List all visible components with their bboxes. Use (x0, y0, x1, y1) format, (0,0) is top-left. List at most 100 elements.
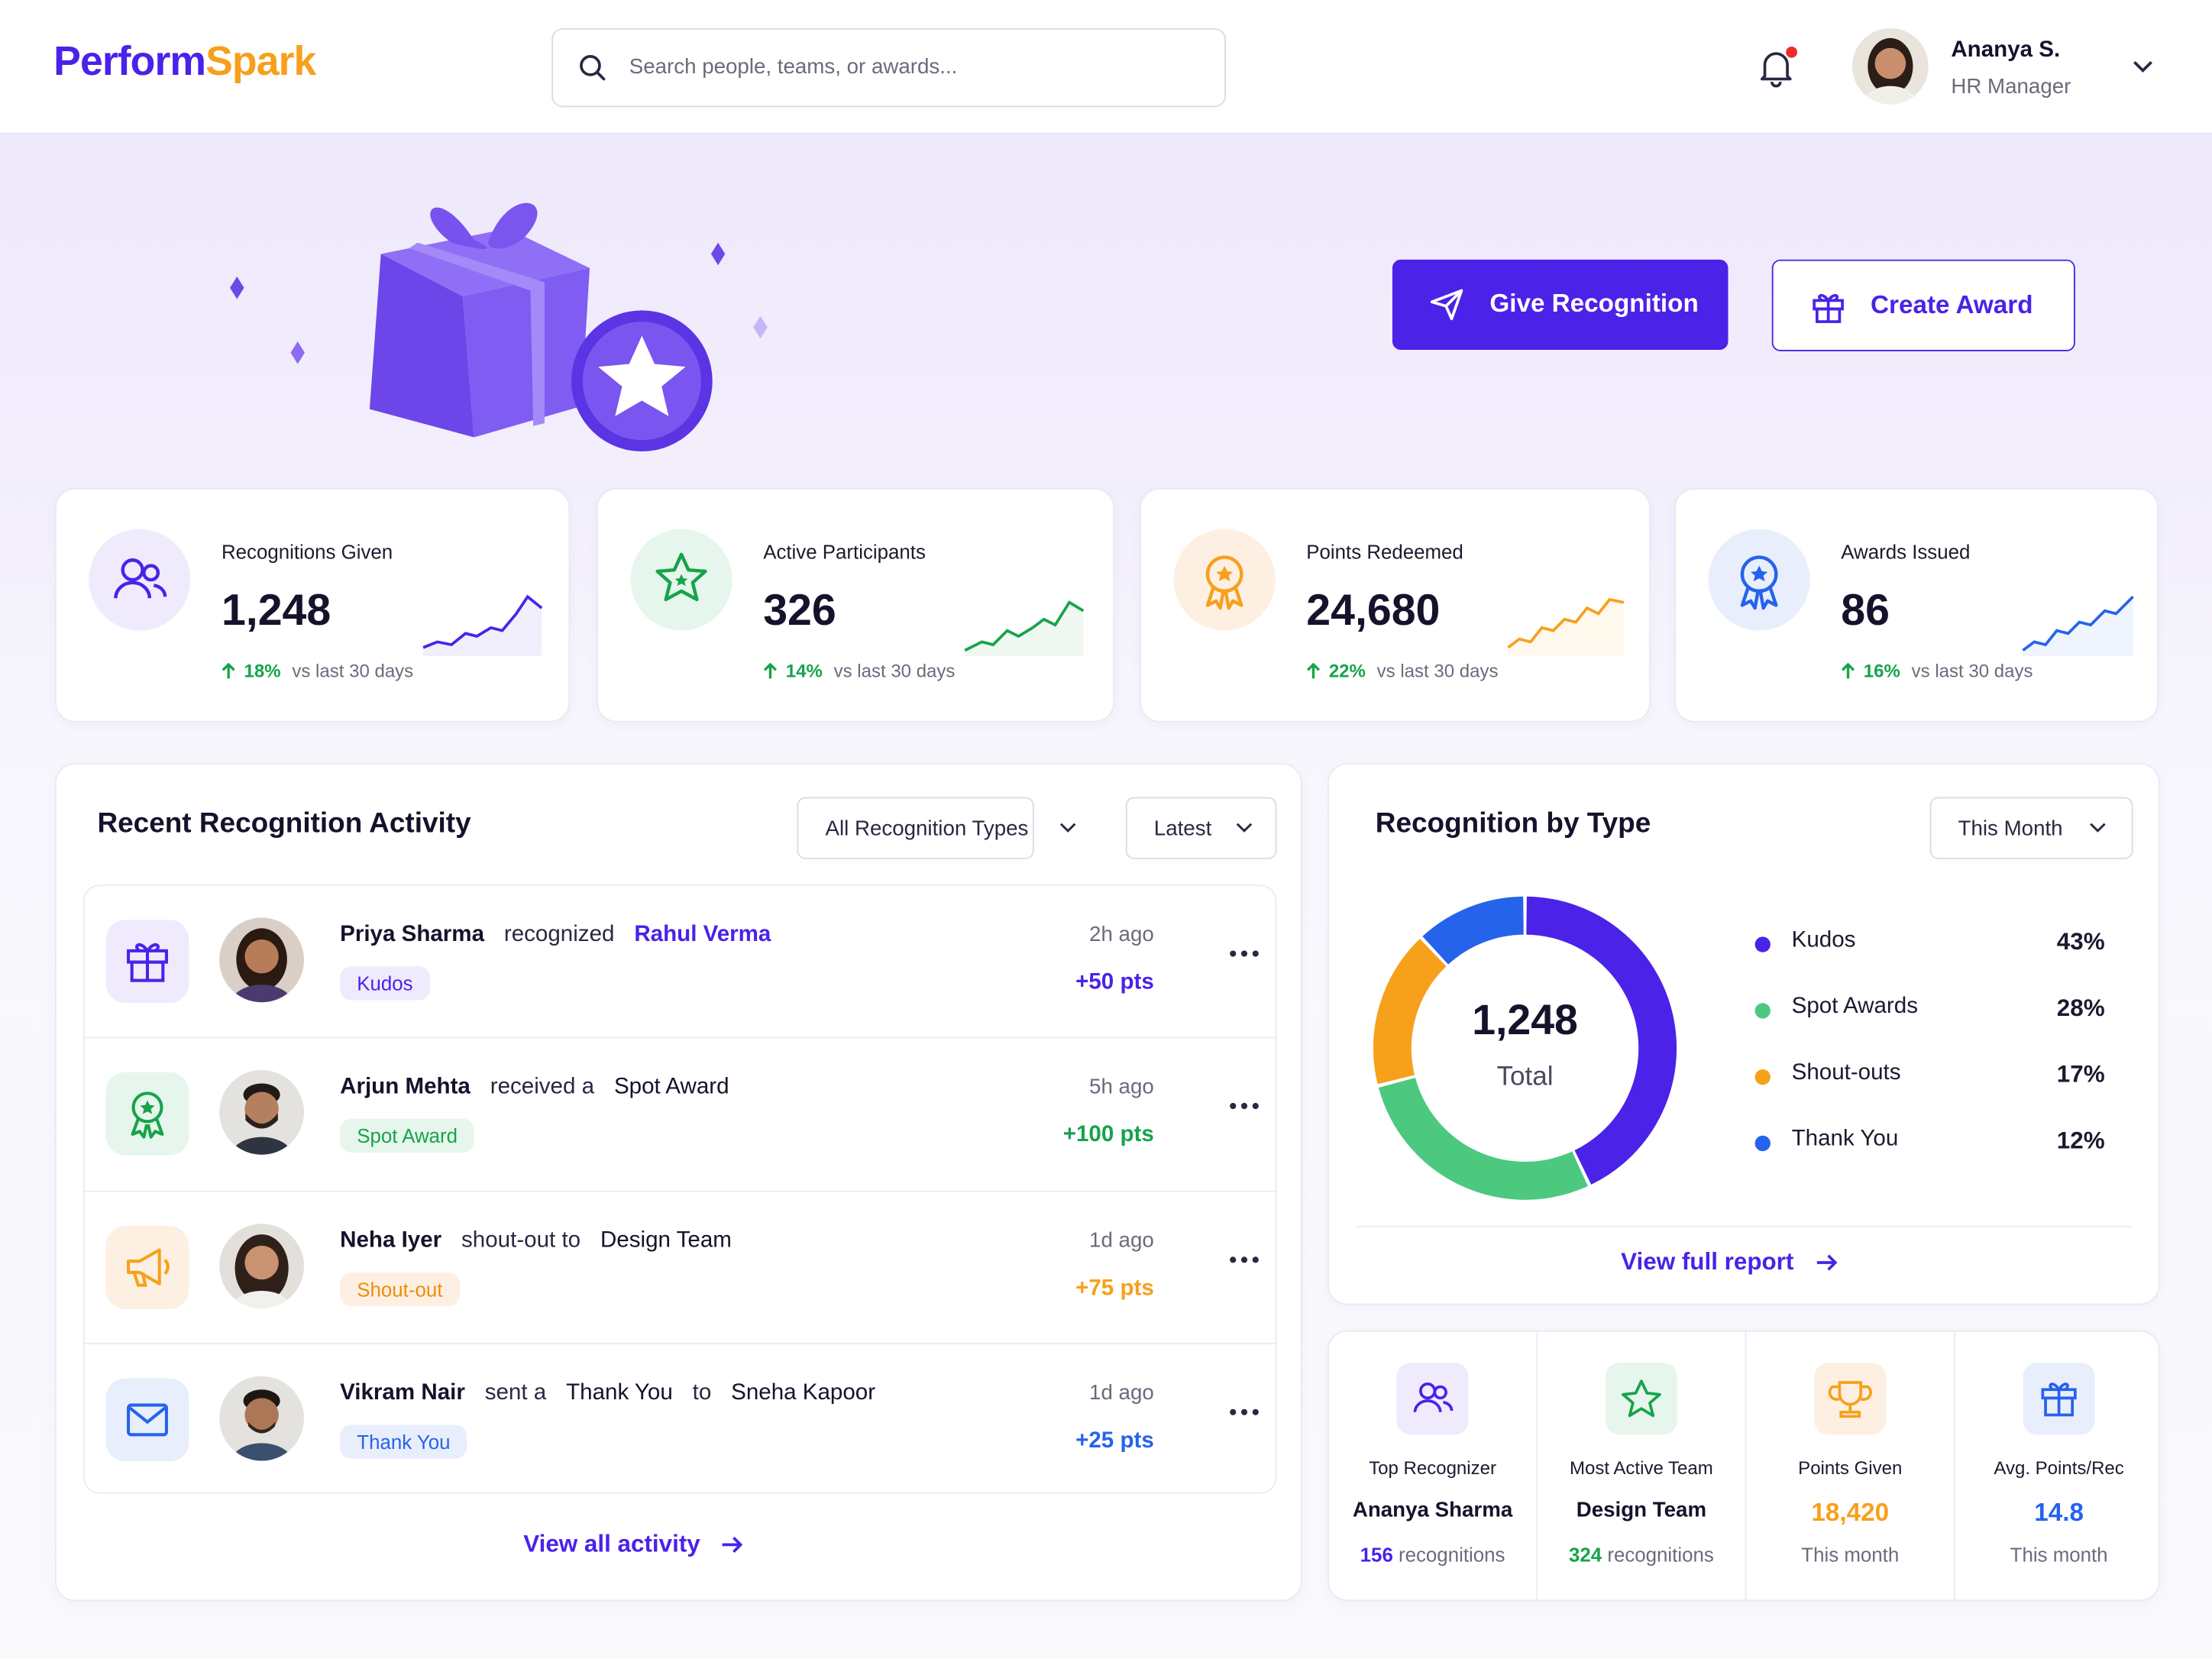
summary-unit: recognitions (1607, 1543, 1714, 1567)
stat-change-note: vs last 30 days (1376, 660, 1499, 682)
stat-card: Points Redeemed 24,680 22% vs last 30 day… (1140, 488, 1651, 723)
type-tag: Thank You (340, 1425, 467, 1459)
sparkline (1507, 597, 1625, 656)
logo[interactable]: PerformSpark (53, 39, 316, 86)
activity-text: Neha Iyer shout-out to Design Team (340, 1229, 732, 1254)
sparkline (2022, 595, 2134, 656)
summary-label: Top Recognizer (1369, 1457, 1496, 1479)
more-button[interactable] (1227, 1101, 1261, 1112)
points: +25 pts (1075, 1428, 1154, 1454)
legend-value: 17% (2056, 1060, 2105, 1088)
award-name: Spot Award (613, 1075, 729, 1099)
actor-name: Vikram Nair (340, 1381, 465, 1405)
give-recognition-button[interactable]: Give Recognition (1392, 259, 1729, 351)
summary-note: This month (1801, 1543, 1900, 1567)
activity-row[interactable]: Vikram Nair sent a Thank You to Sneha Kapoor… (84, 1343, 1276, 1492)
legend-swatch (1754, 1135, 1771, 1152)
time-ago: 1d ago (1089, 1381, 1154, 1405)
recipient-name: Design Team (600, 1228, 732, 1253)
summary-sub: 156 recognitions (1329, 1544, 1537, 1567)
stat-change-value: 16% (1863, 660, 1900, 682)
user-role: HR Manager (1951, 74, 2071, 99)
type-icon (105, 1072, 189, 1156)
summary-value: Design Team (1576, 1498, 1707, 1522)
actor-name: Priya Sharma (340, 922, 485, 947)
donut-center-value: 1,248 (1472, 996, 1578, 1043)
activity-row[interactable]: Priya Sharma recognized Rahul Verma Kudos … (85, 886, 1276, 1037)
header: PerformSpark Search people, teams, or aw… (0, 0, 2212, 134)
summary-unit: recognitions (1399, 1543, 1505, 1567)
search-icon (580, 55, 606, 81)
notification-bell[interactable] (1755, 45, 1800, 90)
summary-note: This month (2010, 1543, 2108, 1567)
donut-segment[interactable] (1378, 1077, 1588, 1200)
link-label: View full report (1621, 1248, 1794, 1276)
type-tag: Shout-out (340, 1272, 460, 1307)
avatar (219, 1224, 305, 1309)
activity-text: Arjun Mehta received a Spot Award (340, 1075, 729, 1100)
legend-value: 28% (2056, 994, 2105, 1022)
summary-item: Most Active Team Design Team 324 recogni… (1536, 1331, 1745, 1600)
stat-change-value: 18% (244, 660, 281, 682)
dropdown-label: Latest (1153, 817, 1212, 841)
actor-name: Arjun Mehta (340, 1075, 471, 1099)
dropdown-label: All Recognition Types (825, 817, 1029, 841)
points: +50 pts (1075, 970, 1154, 995)
type-tag: Kudos (340, 966, 430, 1001)
activity-row[interactable]: Neha Iyer shout-out to Design Team Shout-o… (84, 1190, 1276, 1343)
stat-change: 18% vs last 30 days (222, 660, 413, 681)
user-avatar[interactable] (1851, 27, 1929, 105)
create-award-button[interactable]: Create Award (1771, 259, 2075, 351)
stat-icon (89, 529, 191, 631)
stat-change: 14% vs last 30 days (763, 660, 955, 681)
send-icon (1430, 289, 1463, 321)
donut-segment[interactable] (1373, 939, 1447, 1085)
summary-icon (2023, 1363, 2095, 1435)
sort-dropdown[interactable]: Latest (1125, 797, 1277, 859)
sparkline (422, 594, 543, 656)
stat-label: Recognitions Given (221, 540, 393, 563)
points: +100 pts (1062, 1123, 1154, 1147)
summary-item: Avg. Points/Rec 14.8 This month (1954, 1331, 2162, 1600)
period-dropdown[interactable]: This Month (1929, 797, 2133, 859)
search-box[interactable]: Search people, teams, or awards... (551, 27, 1226, 108)
more-button[interactable] (1227, 948, 1261, 959)
more-button[interactable] (1227, 1254, 1261, 1266)
summary-label: Points Given (1798, 1457, 1903, 1479)
donut-segment[interactable] (1422, 896, 1525, 965)
legend-label: Kudos (1791, 928, 1856, 952)
logo-text: Spark (205, 39, 316, 85)
donut-segment[interactable] (1525, 896, 1677, 1185)
sparkline (964, 600, 1085, 656)
more-button[interactable] (1227, 1406, 1261, 1418)
activity-verb: recognized (503, 922, 615, 947)
activity-row[interactable]: Arjun Mehta received a Spot Award Spot Awa… (84, 1036, 1276, 1189)
recipient-name[interactable]: Rahul Verma (634, 922, 771, 947)
donut-center-label: Total (1496, 1061, 1553, 1091)
activity-panel: Recent Recognition Activity All Recognit… (55, 763, 1302, 1602)
dropdown-label: This Month (1958, 817, 2063, 841)
points: +75 pts (1075, 1276, 1154, 1301)
award-name: Thank You (566, 1381, 673, 1405)
summary-item: Top Recognizer Ananya Sharma 156 recogni… (1329, 1332, 1537, 1600)
activity-text: Priya Sharma recognized Rahul Verma (340, 923, 771, 948)
activity-text: Vikram Nair sent a Thank You to Sneha Kapoor (340, 1381, 875, 1406)
view-all-link[interactable]: View all activity (523, 1531, 745, 1559)
activity-list: Priya Sharma recognized Rahul Verma Kudos … (82, 884, 1277, 1494)
stat-change-note: vs last 30 days (292, 660, 414, 682)
stat-label: Points Redeemed (1306, 540, 1463, 563)
summary-sub: 324 recognitions (1538, 1544, 1745, 1567)
legend-label: Spot Awards (1791, 994, 1918, 1019)
legend-swatch (1754, 1003, 1771, 1019)
search-placeholder: Search people, teams, or awards... (629, 55, 958, 79)
stat-change-value: 22% (1328, 660, 1366, 682)
button-label: Create Award (1871, 290, 2033, 319)
view-report-link[interactable]: View full report (1621, 1249, 1838, 1277)
stat-value: 326 (763, 585, 836, 635)
summary-panel: Top Recognizer Ananya Sharma 156 recogni… (1327, 1330, 2162, 1602)
stat-change-value: 14% (785, 660, 823, 682)
type-filter-dropdown[interactable]: All Recognition Types (797, 797, 1076, 859)
user-menu-chevron[interactable] (2130, 57, 2155, 76)
panel-title: Recognition by Type (1375, 808, 1651, 839)
